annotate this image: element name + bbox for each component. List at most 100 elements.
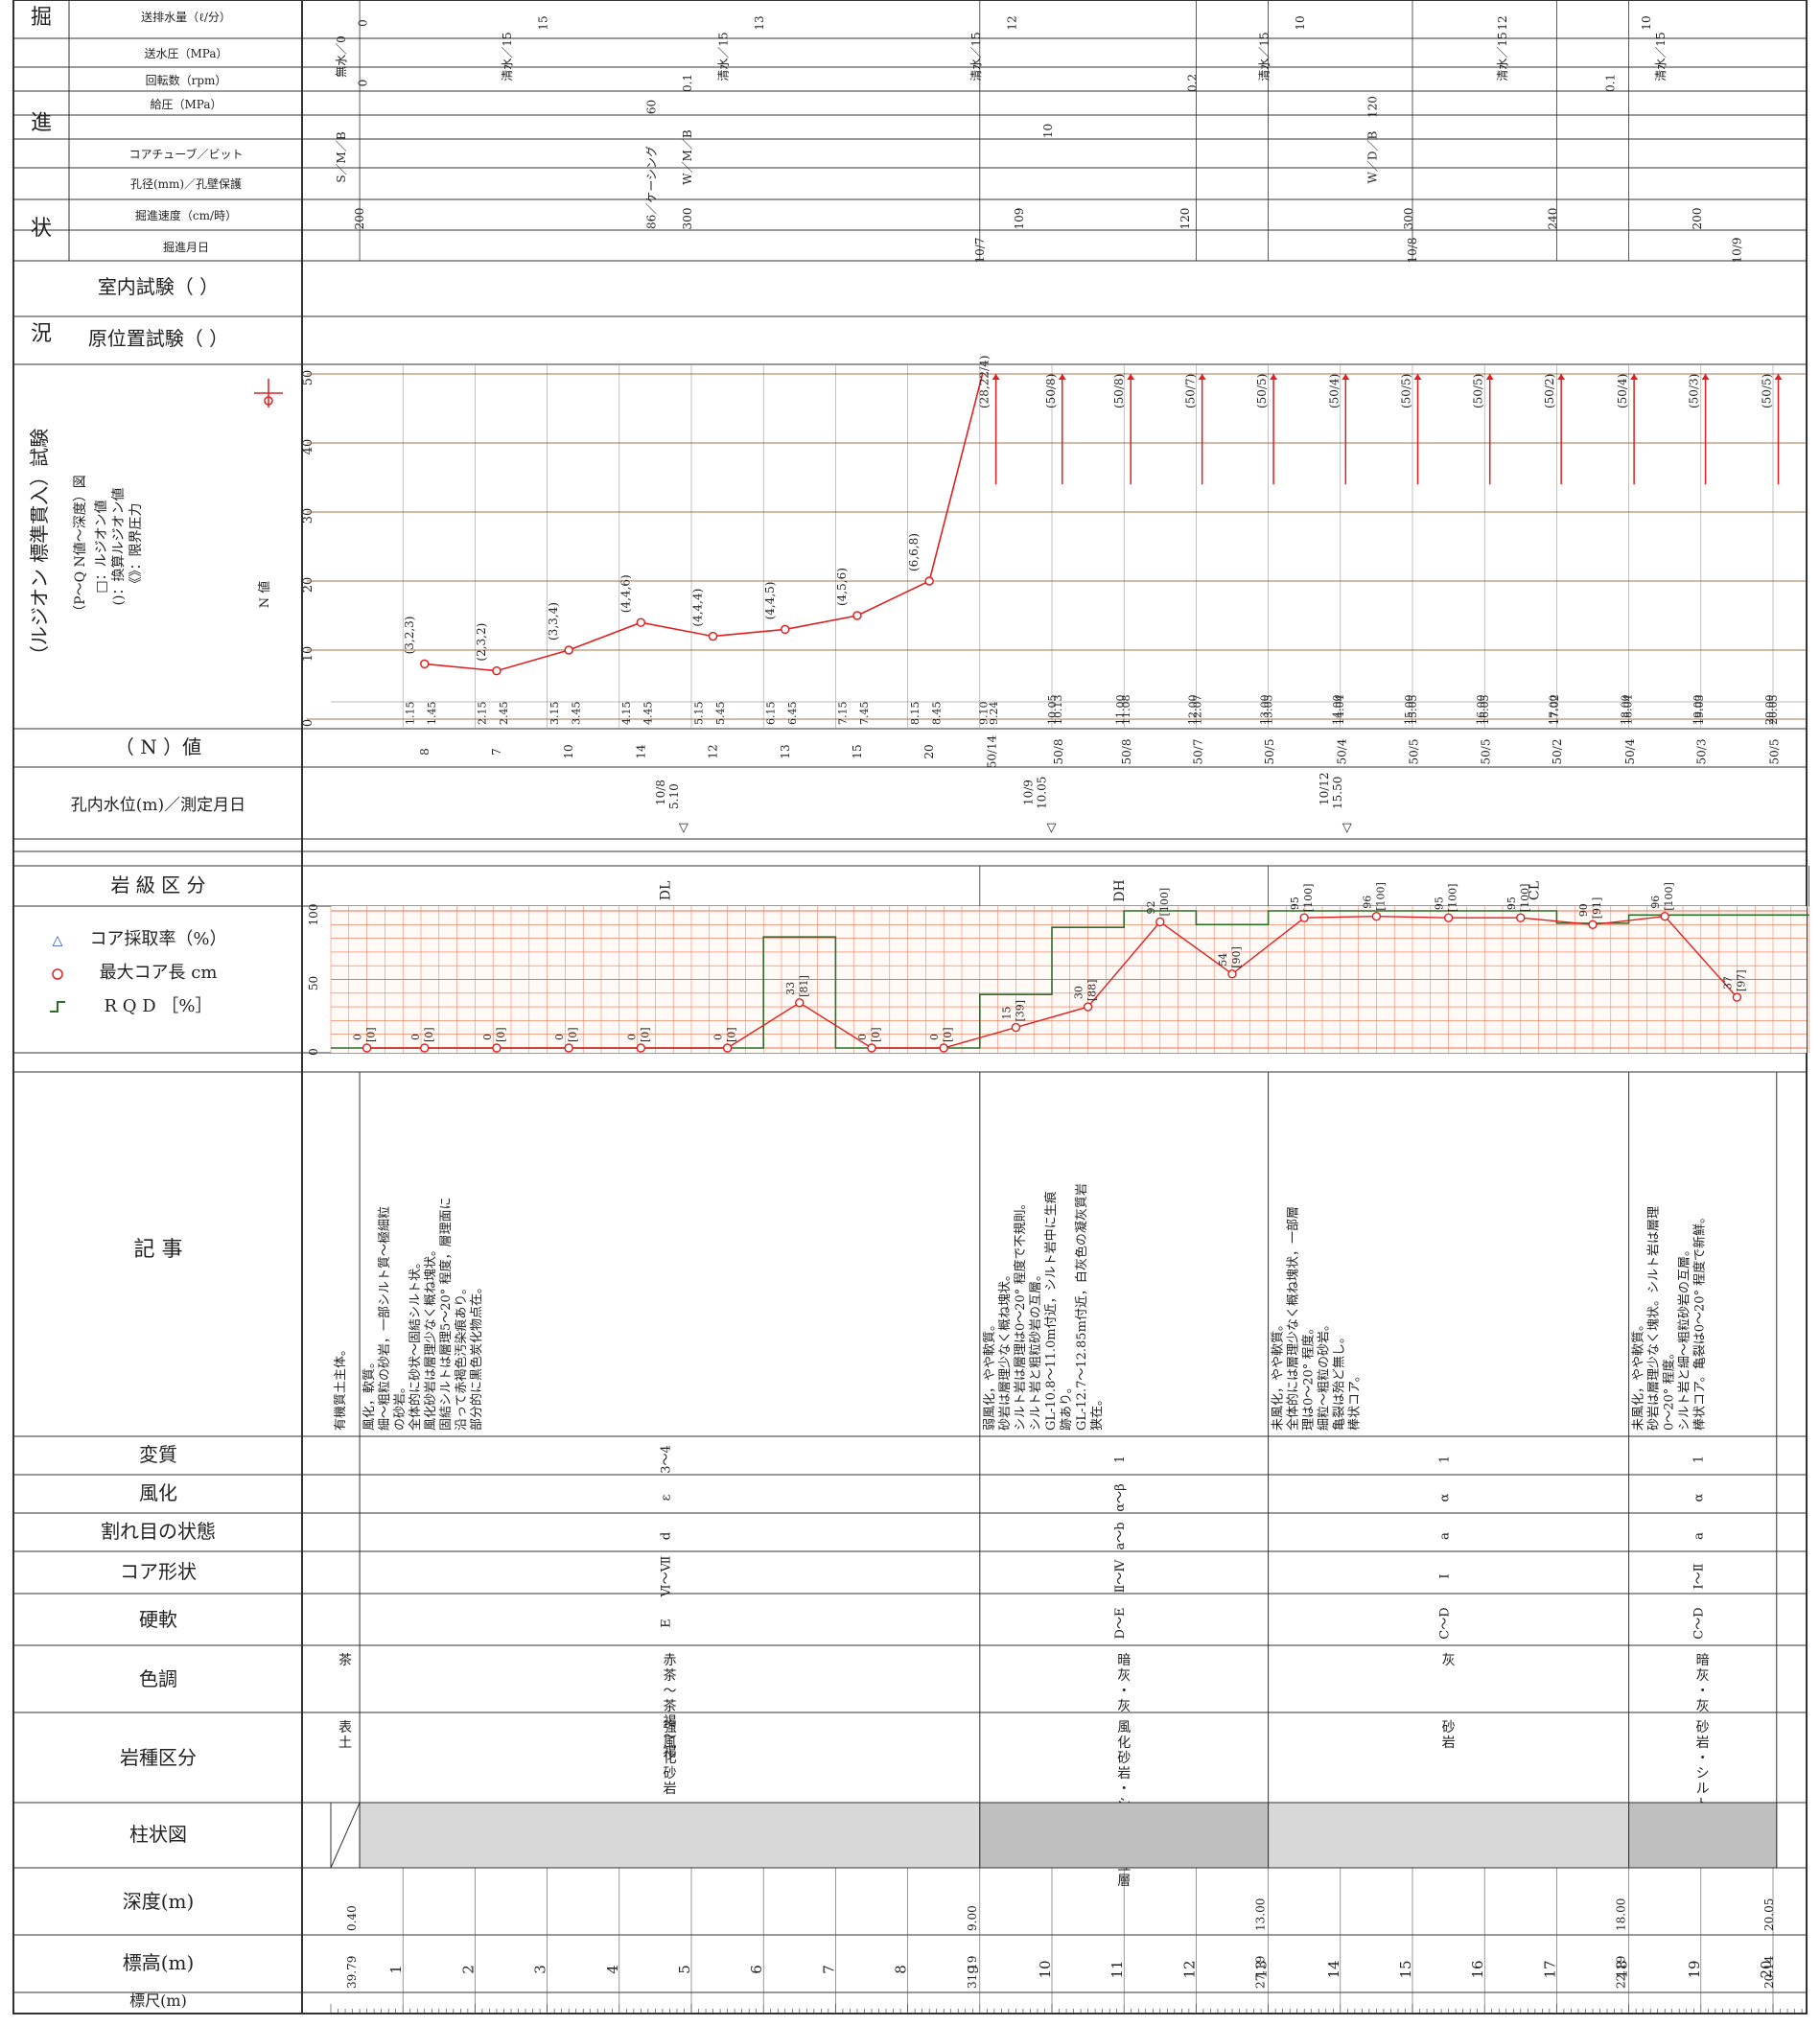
- rqd-value: 0: [352, 1034, 364, 1040]
- layer-description: 0～20° 程度。: [1662, 1347, 1677, 1431]
- hole-diameter-header: 孔径(mm)／孔壁保護: [130, 176, 242, 191]
- rqd-value: 0: [712, 1034, 725, 1040]
- spt-depth-label: 8.45: [930, 702, 943, 726]
- core-recovery-value: [91]: [1591, 897, 1603, 920]
- rqd-value: 0: [409, 1034, 422, 1040]
- water-level-date: 10/9: [1021, 780, 1035, 805]
- layer-description: 風化，軟質。: [362, 1356, 377, 1431]
- rotation-rpm: 120: [1365, 96, 1379, 118]
- spt-refusal-arrowhead: [1058, 374, 1066, 380]
- rqd-value: 30: [1073, 986, 1085, 999]
- n-value: 15: [851, 744, 864, 758]
- n-value: 12: [707, 744, 720, 758]
- elevation-value: 27.19: [1254, 1956, 1268, 1989]
- core-recovery-value: [100]: [1447, 884, 1459, 913]
- spt-depth-label: 5.15: [692, 702, 705, 726]
- spt-depth-label: 16.05: [1479, 695, 1491, 726]
- spt-refusal-label: (50/5): [1255, 374, 1269, 408]
- layer-color: 茶: [338, 1653, 352, 1668]
- vertical-char: 灰: [1696, 1699, 1710, 1714]
- spt-depth-label: 11.08: [1120, 695, 1132, 726]
- vertical-char: 茶: [663, 1699, 676, 1714]
- spt-depth-label: 13.00: [1259, 695, 1272, 726]
- spt-point: [852, 611, 862, 620]
- layer-shape: Ⅰ: [1438, 1573, 1453, 1578]
- core-recovery-value: [100]: [1374, 882, 1387, 911]
- depth-value: 0.40: [345, 1905, 359, 1931]
- color-header: 色調: [139, 1667, 177, 1690]
- n-value: 50/7: [1192, 739, 1205, 765]
- spt-blow-count: (4,4,5): [763, 581, 777, 619]
- topsoil-hatch: [330, 1802, 361, 1869]
- spt-blow-count: (4,4,6): [618, 574, 632, 613]
- rqd-value: 15: [1000, 1007, 1013, 1020]
- weathering-header: 風化: [139, 1481, 177, 1504]
- n-value: 20: [922, 744, 936, 758]
- spt-blow-count: (4,5,6): [835, 568, 849, 606]
- spt-depth-label: 1.15: [404, 702, 416, 726]
- drilling-speed: 120: [1178, 208, 1192, 230]
- layer-description: シルト岩と細～粗粒砂岩の互層。: [1678, 1244, 1692, 1431]
- water-level-icon: ▽: [679, 821, 688, 835]
- spt-depth-label: 6.15: [764, 702, 777, 726]
- spt-axis-tick: 30: [301, 508, 315, 524]
- spt-depth-label: 13.05: [1262, 695, 1274, 726]
- water-pressure: 0: [357, 80, 370, 87]
- spt-depth-label: 3.45: [570, 702, 582, 726]
- drilling-speed: 300: [1402, 208, 1415, 230]
- spt-depth-label: 1.45: [426, 702, 438, 726]
- spt-blow-count: (3,3,4): [547, 602, 560, 640]
- layer-description: シルト岩と粗粒砂岩の互層。: [1029, 1269, 1043, 1431]
- layer-alteration: 1: [1692, 1455, 1707, 1463]
- scale-number: 6: [748, 1965, 765, 1974]
- spt-refusal-arrowhead: [992, 374, 1000, 380]
- drain-volume: 10: [1294, 15, 1307, 30]
- core-bit: S／M／B: [335, 131, 348, 183]
- layer-fracture: a: [1438, 1532, 1453, 1540]
- depth-header: 深度(m): [123, 1890, 195, 1913]
- spt-depth-label: 15.05: [1407, 695, 1419, 726]
- vertical-char: 掘: [31, 6, 52, 30]
- max-core-header: 最大コア長 cm: [100, 963, 218, 983]
- layer-description: 有機質土主体。: [334, 1343, 348, 1431]
- scale-number: 3: [532, 1965, 549, 1974]
- scale-header: 標尺(m): [129, 1991, 187, 2010]
- vertical-char: 岩: [1442, 1735, 1456, 1751]
- rqd-line: [366, 915, 1738, 1049]
- columnar-segment: [1628, 1802, 1778, 1869]
- scale-number: 12: [1180, 1960, 1198, 1978]
- drain-volume: 10: [1640, 15, 1653, 30]
- rqd-value: 0: [928, 1034, 941, 1040]
- vertical-char: 進: [31, 111, 52, 135]
- rqd-value: 54: [1217, 953, 1229, 966]
- rqd-point: [1443, 913, 1454, 922]
- rqd-point: [1155, 917, 1165, 927]
- vertical-char: ・: [1696, 1751, 1710, 1766]
- water-level-date: 10/12: [1318, 772, 1331, 805]
- rqd-value: 0: [481, 1034, 494, 1040]
- spt-refusal-label: (50/5): [1761, 374, 1774, 408]
- feed-pressure: 10: [1041, 124, 1055, 138]
- layer-hardness: C～D: [1692, 1607, 1707, 1639]
- core-recovery-value: [39]: [1014, 1000, 1026, 1022]
- spt-depth-label: 4.45: [642, 702, 655, 726]
- vertical-char: 暗: [1696, 1653, 1710, 1668]
- spt-depth-label: 2.15: [477, 702, 489, 726]
- core-shape-header: コア形状: [120, 1560, 197, 1583]
- n-value: 14: [634, 744, 647, 759]
- scale-number: 15: [1397, 1960, 1414, 1978]
- drilling-speed: 109: [1013, 208, 1026, 230]
- layer-description: の砂岩。: [393, 1381, 408, 1431]
- scale-number: 7: [820, 1965, 837, 1974]
- core-recovery-value: [81]: [798, 975, 810, 997]
- spt-depth-label: 7.45: [858, 702, 871, 726]
- vertical-char: ・: [1117, 1684, 1131, 1699]
- rqd-value: 96: [1361, 896, 1373, 909]
- spt-axis-tick: 0: [301, 719, 315, 727]
- rqd-point: [492, 1043, 502, 1053]
- layer-description: 砂岩は層理少なく概ね塊状。: [997, 1269, 1013, 1431]
- layer-description: 細～粗粒の砂岩，一部シルト質～極細粒: [377, 1206, 392, 1431]
- vertical-char: 灰: [1442, 1653, 1456, 1668]
- core-tube-header: コアチューブ／ビット: [128, 147, 243, 161]
- vertical-char: 茶: [338, 1653, 352, 1668]
